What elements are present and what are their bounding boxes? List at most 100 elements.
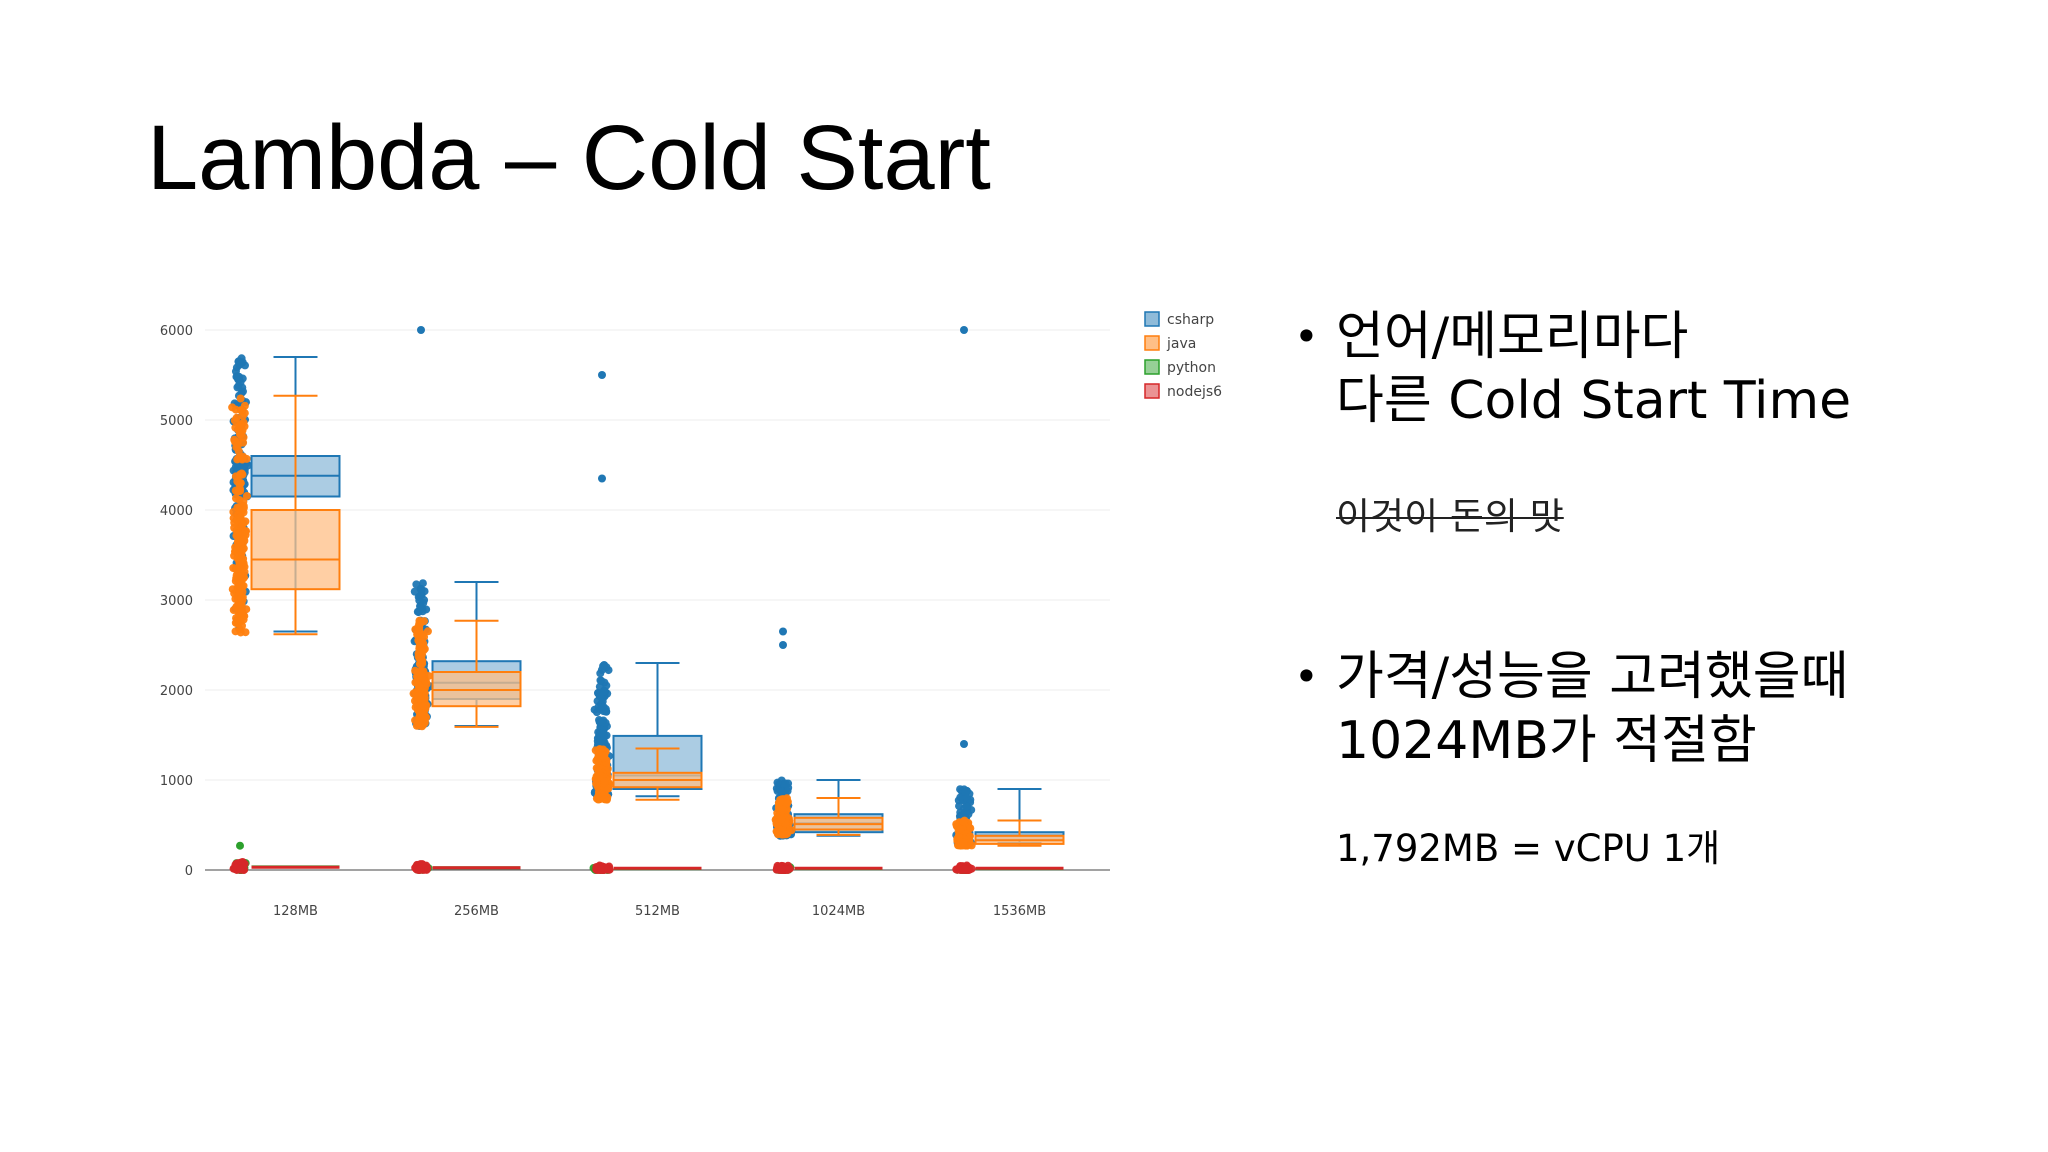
data-point (967, 864, 976, 873)
data-point (237, 599, 246, 608)
x-tick-label: 512MB (635, 904, 680, 919)
legend-swatch (1144, 383, 1160, 399)
data-point (415, 865, 424, 874)
data-point (228, 585, 237, 594)
data-point (231, 423, 240, 432)
outlier-point (598, 474, 606, 483)
data-point (240, 422, 249, 431)
data-point (777, 864, 786, 873)
data-point (955, 802, 964, 811)
data-point (235, 558, 244, 567)
bullet-line: 언어/메모리마다 (1336, 307, 1689, 367)
data-point (953, 865, 962, 874)
data-point (238, 545, 247, 554)
bullet-list: • 언어/메모리마다 다른 Cold Start Time 이것이 돈의 맛 •… (1290, 305, 2030, 873)
y-tick-label: 4000 (160, 504, 193, 519)
bullet-dot-icon: • (1294, 652, 1319, 701)
y-tick-label: 0 (185, 864, 193, 879)
outlier-point (417, 326, 425, 334)
data-point (419, 701, 428, 710)
data-point (234, 487, 243, 496)
data-point (599, 662, 608, 671)
data-point (232, 565, 241, 574)
data-point (600, 687, 609, 696)
data-point (420, 715, 429, 724)
outlier-point (779, 627, 787, 636)
data-point (411, 716, 420, 725)
data-point (236, 865, 245, 874)
data-point (960, 864, 969, 873)
data-point (415, 626, 424, 635)
bullet-note: 1,792MB = vCPU 1개 (1336, 827, 1721, 870)
data-point (238, 387, 247, 396)
data-point (600, 751, 609, 760)
data-point (236, 406, 245, 415)
x-tick-label: 1024MB (812, 904, 865, 919)
data-point (782, 830, 791, 839)
outlier-point (960, 740, 968, 748)
bullet-line: 가격/성능을 고려했을때 (1336, 647, 1849, 707)
outlier-point (236, 841, 244, 850)
data-point (420, 617, 429, 626)
y-tick-label: 3000 (160, 594, 193, 609)
legend-label: nodejs6 (1167, 384, 1222, 400)
data-point (416, 602, 425, 611)
data-point (235, 625, 244, 634)
data-point (962, 802, 971, 811)
data-point (959, 817, 968, 826)
data-point (773, 778, 782, 787)
data-point (410, 587, 419, 596)
data-point (237, 506, 246, 515)
legend-label: python (1167, 360, 1216, 376)
y-tick-label: 2000 (160, 684, 193, 699)
data-point (777, 815, 786, 824)
data-point (411, 678, 420, 687)
data-point (966, 824, 975, 833)
data-point (417, 673, 426, 682)
legend-swatch (1144, 359, 1160, 375)
bullet-dot-icon: • (1294, 312, 1319, 361)
bullet-item: • 가격/성능을 고려했을때 1024MB가 적절함 (1290, 645, 2030, 773)
data-point (778, 805, 787, 814)
data-point (411, 666, 420, 675)
data-point (956, 793, 965, 802)
data-point (231, 494, 240, 503)
data-point (236, 394, 245, 403)
cold-start-chart: 0 1000 2000 3000 4000 5000 6000 128MB 256MB 512MB… (145, 300, 1245, 950)
bullet-item: • 언어/메모리마다 다른 Cold Start Time (1290, 305, 2030, 433)
data-point (781, 779, 790, 788)
y-tick-label: 6000 (160, 324, 193, 339)
data-point (600, 795, 609, 804)
data-point (416, 585, 425, 594)
data-point (961, 788, 970, 797)
data-point (956, 825, 965, 834)
data-point (959, 838, 968, 847)
data-point (237, 469, 246, 478)
data-point (231, 543, 240, 552)
slide-title: Lambda – Cold Start (147, 107, 991, 209)
outlier-point (598, 371, 606, 379)
data-point (595, 745, 604, 754)
data-point (417, 695, 426, 704)
data-point (417, 638, 426, 647)
x-tick-label: 1536MB (993, 904, 1046, 919)
data-point (233, 441, 242, 450)
data-point (236, 538, 245, 547)
bullet-line: 다른 Cold Start Time (1336, 371, 1852, 431)
legend-swatch (1144, 335, 1160, 351)
data-point (417, 650, 426, 659)
data-point (600, 732, 609, 741)
legend-label: java (1166, 336, 1196, 352)
data-point (242, 454, 251, 463)
data-point (236, 359, 245, 368)
legend-swatch (1144, 311, 1160, 327)
box (250, 509, 341, 591)
data-point (233, 372, 242, 381)
data-point (782, 799, 791, 808)
outlier-point (779, 641, 787, 649)
x-tick-label: 256MB (454, 904, 499, 919)
data-point (236, 378, 245, 387)
data-point (230, 416, 239, 425)
x-tick-label: 128MB (273, 904, 318, 919)
data-point (600, 777, 609, 786)
